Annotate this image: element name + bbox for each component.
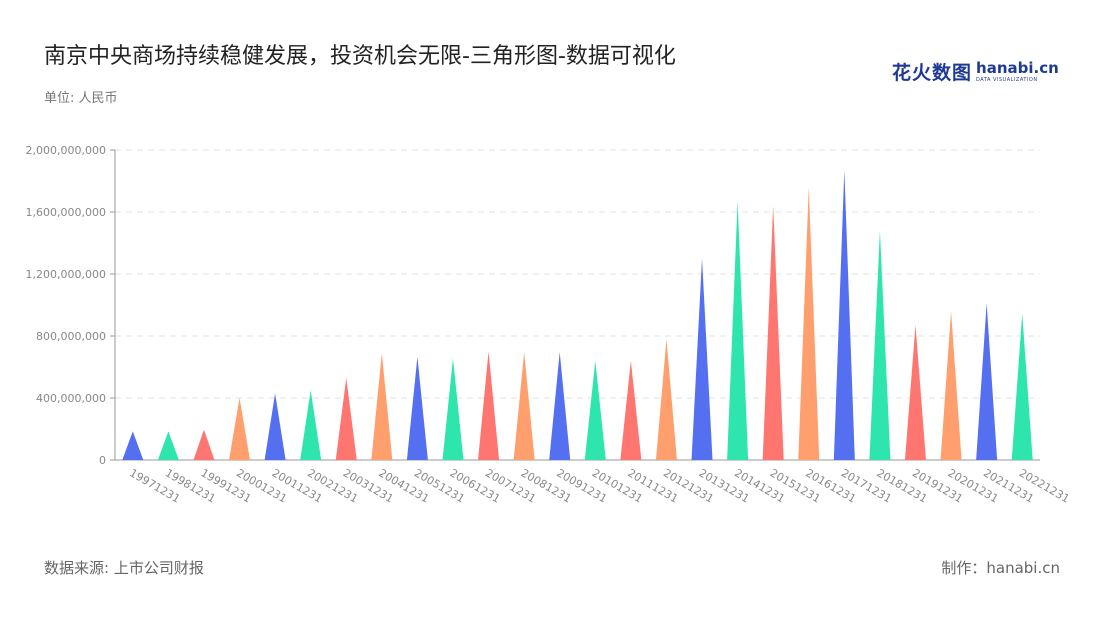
triangle-bar	[691, 258, 713, 460]
triangle-bar	[869, 230, 891, 460]
y-tick-label: 2,000,000,000	[26, 144, 106, 157]
logo-en-text: hanabi.cn	[976, 58, 1059, 77]
triangle-bar	[264, 393, 286, 460]
triangle-bar	[655, 339, 677, 460]
triangle-bar	[584, 360, 606, 460]
x-axis-labels: 1997123119981231199912312000123120011231…	[127, 466, 1071, 505]
y-tick-label: 800,000,000	[36, 330, 106, 343]
logo-cn-text: 花火数图	[892, 62, 973, 84]
y-tick-label: 400,000,000	[36, 392, 106, 405]
triangle-bar	[976, 303, 998, 460]
triangle-bar	[727, 201, 749, 460]
triangle-bar	[478, 351, 500, 460]
triangle-bar	[762, 205, 784, 460]
logo-en-sub-text: DATA VISUALIZATION	[976, 76, 1038, 83]
data-source: 数据来源: 上市公司财报	[44, 559, 204, 577]
triangle-bar	[549, 352, 571, 460]
triangle-bar	[1011, 313, 1033, 460]
triangle-bar	[940, 311, 962, 460]
triangle-bar	[229, 398, 251, 460]
triangle-bar	[122, 431, 144, 460]
triangle-bar	[833, 170, 855, 460]
triangle-bar	[513, 352, 535, 460]
triangle-bars	[122, 170, 1033, 460]
triangle-bar	[157, 431, 179, 460]
chart-title: 南京中央商场持续稳健发展，投资机会无限-三角形图-数据可视化	[44, 44, 676, 69]
triangle-bar	[371, 353, 393, 460]
logo-en-block: hanabi.cn DATA VISUALIZATION	[976, 58, 1059, 83]
y-axis: 0 400,000,000 800,000,000 1,200,000,000 1,60…	[26, 144, 1040, 467]
grid-lines	[115, 149, 1040, 399]
triangle-bar	[620, 360, 642, 460]
y-tick-label: 1,600,000,000	[26, 206, 106, 219]
triangle-bar	[904, 325, 926, 460]
y-tick-label: 1,200,000,000	[26, 268, 106, 281]
triangle-bar	[193, 429, 215, 460]
triangle-bar	[442, 358, 464, 460]
triangle-bar	[406, 356, 428, 460]
triangle-bar	[300, 390, 322, 460]
triangle-bar	[335, 377, 357, 460]
y-tick-label: 0	[99, 454, 106, 467]
brand-logo: 花火数图 hanabi.cn DATA VISUALIZATION	[892, 58, 1059, 85]
credit-text: 制作：hanabi.cn	[941, 559, 1060, 577]
triangle-bar	[798, 187, 820, 460]
unit-label: 单位: 人民币	[44, 91, 118, 106]
